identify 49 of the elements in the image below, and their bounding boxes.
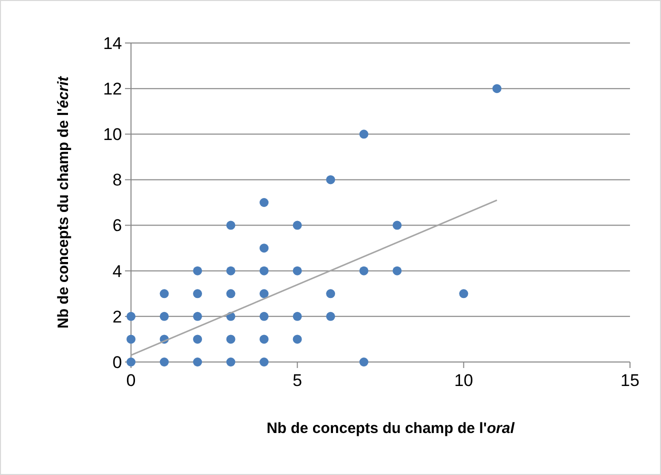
point xyxy=(193,334,202,344)
y-tick-label: 12 xyxy=(103,80,122,99)
x-tick-label: 10 xyxy=(454,371,474,390)
point xyxy=(260,334,269,344)
point xyxy=(359,358,368,366)
point xyxy=(160,358,169,366)
y-tick-label: 2 xyxy=(112,307,122,326)
point xyxy=(260,312,269,321)
point xyxy=(260,266,269,276)
point xyxy=(392,220,402,230)
y-tick-label: 8 xyxy=(112,170,122,190)
point xyxy=(226,358,236,366)
y-tick-label: 10 xyxy=(103,125,122,144)
point xyxy=(260,198,269,207)
x-axis-title: Nb de concepts du champ de l'oral xyxy=(266,420,516,437)
point xyxy=(292,312,302,321)
point xyxy=(392,266,402,276)
point xyxy=(226,289,236,298)
point xyxy=(359,130,368,139)
point xyxy=(193,312,202,321)
point xyxy=(292,266,302,276)
point xyxy=(326,289,336,298)
point xyxy=(193,358,202,366)
point xyxy=(326,312,336,321)
point xyxy=(226,266,236,276)
point xyxy=(160,289,169,298)
x-tick-label: 0 xyxy=(126,371,136,390)
y-tick-label: 4 xyxy=(112,262,122,281)
point xyxy=(260,244,269,253)
point xyxy=(193,266,202,276)
point xyxy=(160,312,169,321)
point xyxy=(226,334,236,344)
point xyxy=(459,289,468,298)
x-tick-label: 5 xyxy=(292,371,302,390)
point xyxy=(292,334,302,344)
y-tick-label: 0 xyxy=(112,352,122,372)
point xyxy=(292,220,302,230)
point xyxy=(359,266,368,276)
point xyxy=(492,84,502,94)
point xyxy=(260,289,269,298)
y-tick-label: 6 xyxy=(112,216,122,236)
point xyxy=(226,220,236,230)
point xyxy=(260,358,269,366)
y-axis-title: Nb de concepts du champ de l'écrit xyxy=(55,76,72,328)
x-tick-label: 15 xyxy=(620,371,640,390)
point xyxy=(326,175,336,184)
point xyxy=(126,334,136,344)
y-tick-label: 14 xyxy=(103,34,122,53)
point xyxy=(193,289,202,298)
